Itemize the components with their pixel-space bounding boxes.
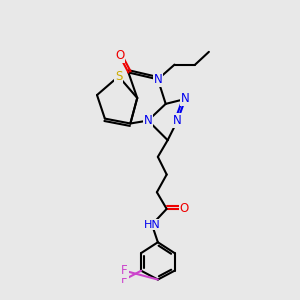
Text: O: O <box>115 49 124 62</box>
Text: F: F <box>121 273 128 286</box>
Text: N: N <box>173 114 182 127</box>
Text: N: N <box>154 73 162 86</box>
Text: F: F <box>121 264 128 277</box>
Text: S: S <box>115 70 122 83</box>
Text: N: N <box>144 114 152 127</box>
Text: N: N <box>181 92 190 106</box>
Text: HN: HN <box>144 220 160 230</box>
Text: O: O <box>180 202 189 215</box>
